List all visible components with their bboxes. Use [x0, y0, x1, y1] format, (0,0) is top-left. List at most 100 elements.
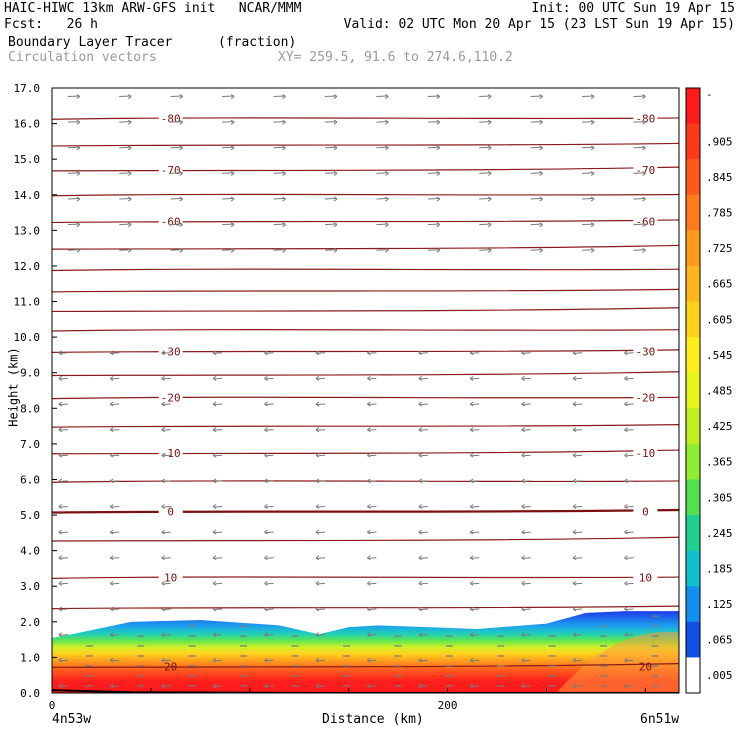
x-tick-label: 200 [438, 699, 458, 712]
contour-label-bg [633, 345, 658, 357]
colorbar-swatch [686, 123, 700, 160]
circulation-vector [633, 249, 646, 251]
colorbar-label: .845 [706, 171, 733, 184]
circulation-vector [222, 223, 235, 226]
circulation-vector-head [521, 632, 525, 638]
circulation-vector [67, 249, 80, 251]
circulation-vector-head [333, 94, 338, 99]
circulation-vector-head [109, 478, 114, 484]
circulation-vector-head [642, 145, 646, 151]
circulation-vector [530, 121, 543, 123]
circulation-vector-head [367, 580, 371, 586]
temperature-contour [52, 329, 679, 332]
circulation-vector-head [418, 478, 423, 484]
circulation-vector-head [539, 247, 543, 253]
circulation-vector-head [212, 580, 217, 586]
circulation-vector [67, 121, 80, 123]
circulation-vector [67, 146, 80, 149]
circulation-vector-head [469, 529, 474, 535]
circulation-vector-head [161, 555, 165, 561]
circulation-vector-head [418, 350, 423, 356]
circulation-vector [273, 197, 286, 200]
temperature-contour [52, 349, 679, 353]
circulation-vector [633, 223, 646, 226]
circulation-vector [170, 197, 183, 200]
circulation-vector-head [315, 401, 320, 407]
circulation-vector-head [642, 247, 646, 253]
temperature-contour [52, 508, 679, 514]
circulation-vector-head [264, 632, 268, 638]
colorbar-swatch [686, 372, 700, 409]
circulation-vector [67, 197, 80, 200]
contour-label-bg [158, 571, 183, 583]
circulation-vector-head [436, 145, 441, 151]
circulation-vector-head [179, 222, 183, 228]
circulation-vector-head [58, 580, 63, 586]
temperature-contour-label: -10 [635, 447, 655, 460]
circulation-vector-head [127, 119, 132, 125]
circulation-vector-head [127, 222, 132, 228]
temperature-contour-label: -60 [635, 215, 655, 228]
circulation-vector-head [58, 478, 63, 484]
circulation-vector-head [469, 657, 474, 663]
colorbar-label: .785 [706, 207, 733, 220]
circulation-vector-head [58, 375, 63, 381]
circulation-vector [324, 249, 337, 251]
circulation-vector [170, 146, 183, 149]
circulation-vector-head [315, 452, 320, 458]
circulation-vector [633, 146, 646, 149]
circulation-vector-head [282, 170, 286, 176]
circulation-vector-head [315, 632, 320, 638]
circulation-vector [273, 172, 286, 174]
circulation-vector [479, 172, 492, 174]
contour-label-bg [158, 391, 183, 403]
colorbar-label: - [706, 88, 713, 101]
y-tick-label: 4.0 [20, 545, 40, 558]
circulation-vector [530, 95, 543, 98]
temperature-contour [52, 219, 679, 224]
circulation-vector-head [333, 222, 338, 228]
circulation-vector-head [590, 170, 595, 176]
circulation-vector-head [469, 401, 474, 407]
circulation-vector-head [385, 94, 389, 99]
circulation-vector-head [282, 94, 286, 99]
circulation-vector-head [521, 683, 525, 689]
circulation-vector [479, 121, 492, 123]
temperature-contour [52, 423, 679, 428]
circulation-vector-head [436, 247, 441, 253]
circulation-vector-head [539, 94, 543, 99]
circulation-vector [582, 172, 595, 174]
circulation-vector-head [161, 606, 165, 612]
circulation-vector-head [521, 350, 525, 356]
circulation-vector-head [161, 350, 165, 356]
circulation-vector-head [521, 606, 525, 612]
circulation-vector-head [76, 119, 81, 125]
circulation-vector-head [469, 580, 474, 586]
circulation-vector-head [367, 452, 371, 458]
y-tick-label: 9.0 [20, 367, 40, 380]
circulation-vector-head [230, 94, 235, 99]
circulation-vector-head [469, 683, 474, 689]
circulation-vector-head [418, 606, 423, 612]
circulation-vector-head [624, 478, 628, 484]
circulation-vector-head [487, 247, 492, 253]
contour-label-bg [158, 446, 183, 458]
circulation-vector-head [264, 375, 268, 381]
temperature-contour-label: -70 [635, 164, 655, 177]
temperature-contour-label: 20 [164, 660, 177, 673]
circulation-vector [170, 95, 183, 98]
circulation-vector-head [469, 555, 474, 561]
circulation-vector [376, 197, 389, 200]
circulation-vector-head [282, 196, 286, 202]
circulation-vector-head [109, 350, 114, 356]
contour-label-bg [633, 215, 658, 227]
colorbar-label: .905 [706, 135, 733, 148]
circulation-vector-head [487, 196, 492, 202]
temperature-contour [52, 663, 679, 668]
circulation-vector-head [624, 504, 628, 509]
temperature-contour-label: -10 [161, 447, 181, 460]
circulation-vector-head [161, 683, 165, 689]
circulation-vector-head [385, 196, 389, 202]
circulation-vector-head [418, 683, 423, 689]
circulation-vector-head [572, 478, 577, 484]
